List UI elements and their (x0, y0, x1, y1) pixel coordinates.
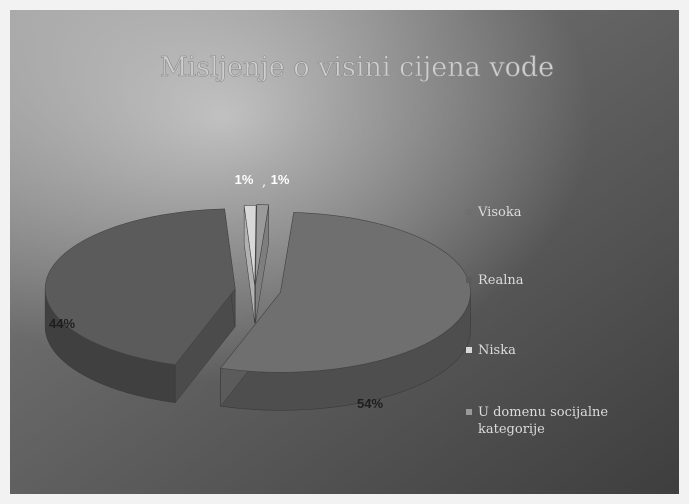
pie-slice-visoka (219, 212, 471, 373)
chart-title: Misljenje o visini cijena vode (160, 52, 554, 83)
legend-label: Realna (478, 273, 524, 288)
data-label-u-domenu-socijalne-kategorije: 1% (271, 172, 290, 187)
legend-label: Niska (478, 343, 516, 358)
pie-slice-niska (243, 205, 257, 286)
legend-swatch (466, 409, 472, 415)
pie-slice-realna (44, 208, 236, 366)
legend-swatch (466, 277, 472, 283)
pie-slice-u-domenu-socijalne-kategorije (255, 204, 270, 285)
legend-label: Visoka (478, 205, 522, 220)
label-separator: , (262, 175, 266, 190)
legend-swatch (466, 347, 472, 353)
legend-label: U domenu socijalne kategorije (478, 405, 609, 437)
data-label-realna: 44% (49, 316, 75, 331)
data-label-visoka: 54% (357, 396, 383, 411)
data-labels: 54% 44% 1% 1%, (49, 172, 383, 411)
data-label-niska: 1% (235, 172, 254, 187)
legend-swatch (466, 209, 472, 215)
pie-slices (44, 204, 471, 411)
